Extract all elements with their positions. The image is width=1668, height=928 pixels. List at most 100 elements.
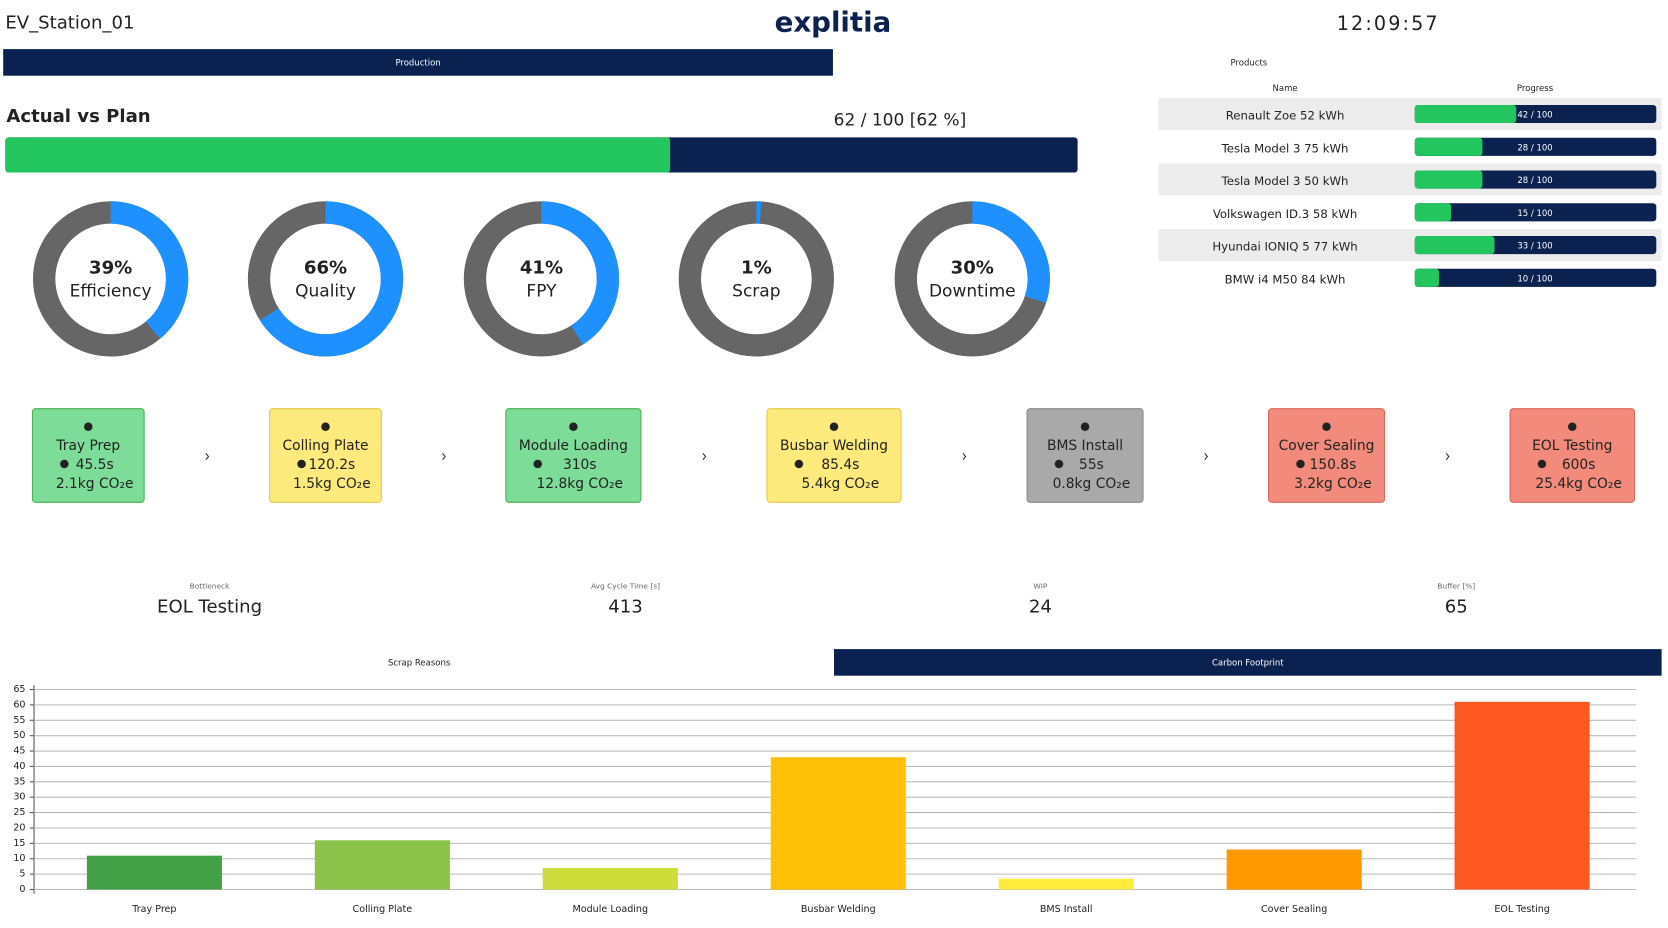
bar (314, 840, 450, 890)
y-tick-label: 55 (13, 715, 25, 726)
bar (542, 867, 678, 890)
x-tick-label: Cover Sealing (1261, 904, 1327, 915)
station-time: 120.2s (309, 457, 356, 473)
y-tick-label: 20 (13, 822, 25, 833)
station-co2: 1.5kg CO₂e (293, 476, 371, 492)
y-tick-label: 50 (13, 730, 25, 741)
gauge-value: 66% (304, 257, 347, 278)
time-icon (794, 459, 804, 469)
clock: 12:09:57 (1337, 12, 1440, 35)
gauge-arc (678, 201, 834, 357)
gauge-track (678, 201, 834, 357)
y-tick-label: 65 (13, 684, 25, 695)
station-time: 55s (1079, 457, 1104, 473)
gauge-name: Scrap (732, 282, 780, 302)
station-box (1268, 408, 1386, 503)
station-co2: 25.4kg CO₂e (1535, 476, 1621, 492)
progress-label: 62 / 100 [62 %] (834, 110, 967, 130)
station-icon (1080, 422, 1090, 432)
flow-arrow (442, 453, 446, 461)
progress-fill (1414, 236, 1495, 255)
product-name: Volkswagen ID.3 58 kWh (1213, 207, 1357, 221)
station-icon (829, 422, 839, 432)
kpi-value: EOL Testing (157, 597, 262, 618)
progress-track (1414, 203, 1657, 222)
y-tick-label: 60 (13, 699, 25, 710)
progress-label: 10 / 100 (1517, 274, 1552, 284)
product-name: Tesla Model 3 75 kWh (1221, 141, 1349, 155)
x-tick-label: Busbar Welding (801, 904, 876, 915)
station-icon (569, 422, 578, 432)
column-header: Progress (1517, 84, 1554, 94)
gauge-arc (247, 201, 404, 357)
kpi-value: 24 (1029, 597, 1052, 618)
gauge-name: Downtime (929, 282, 1016, 302)
progress-label: 15 / 100 (1517, 209, 1552, 219)
progress-track (1414, 268, 1657, 287)
station-time: 600s (1562, 457, 1596, 473)
gauge-name: Quality (295, 282, 356, 302)
x-tick-label: BMS Install (1040, 904, 1093, 915)
tab-label: Production (395, 58, 440, 68)
product-name: BMW i4 M50 84 kWh (1225, 272, 1346, 286)
tab-active[interactable] (834, 649, 1662, 676)
y-tick-label: 25 (13, 807, 25, 818)
progress-label: 28 / 100 (1517, 143, 1552, 153)
products-title: Products (1231, 58, 1268, 68)
x-tick-label: Tray Prep (131, 904, 176, 915)
progress-fill (1414, 203, 1452, 222)
x-tick-label: Module Loading (573, 904, 649, 915)
progress-fill (1414, 268, 1439, 287)
time-icon (297, 459, 306, 469)
station-time: 150.8s (1310, 457, 1357, 473)
station-box (505, 408, 642, 503)
y-tick-label: 5 (19, 869, 25, 880)
y-tick-label: 45 (13, 746, 25, 757)
station-name: Colling Plate (282, 438, 368, 454)
station-time: 310s (563, 457, 597, 473)
station-co2: 5.4kg CO₂e (802, 476, 880, 492)
station-time: 45.5s (76, 457, 114, 473)
kpi-value: 413 (608, 597, 643, 618)
station-box (766, 408, 902, 503)
progress-label: 28 / 100 (1517, 176, 1552, 186)
gauge-arc (32, 201, 189, 357)
station-co2: 12.8kg CO₂e (537, 476, 623, 492)
station-icon (1568, 422, 1577, 432)
progress-label: 33 / 100 (1517, 242, 1552, 252)
bar (770, 757, 906, 890)
station-co2: 3.2kg CO₂e (1294, 476, 1372, 492)
time-icon (1296, 459, 1305, 469)
station-co2: 2.1kg CO₂e (56, 476, 134, 492)
station-name: Tray Prep (55, 438, 120, 454)
station-box (1509, 408, 1636, 503)
gauge-value: 1% (741, 257, 772, 278)
bar (1226, 849, 1362, 890)
station-name: EV_Station_01 (5, 13, 134, 34)
time-icon (1054, 459, 1064, 469)
product-name: Tesla Model 3 50 kWh (1221, 174, 1349, 188)
station-name: Module Loading (519, 438, 628, 454)
kpi-label: Avg Cycle Time [s] (591, 581, 660, 590)
tab-active[interactable] (3, 49, 833, 76)
section-title: Actual vs Plan (6, 106, 150, 127)
station-icon (321, 422, 330, 432)
station-name: EOL Testing (1532, 438, 1612, 454)
gauge-name: Efficiency (70, 282, 152, 302)
tab-label[interactable]: Scrap Reasons (388, 658, 451, 668)
column-header: Name (1273, 84, 1298, 94)
flow-arrow (962, 453, 967, 461)
station-box (1026, 408, 1144, 503)
time-icon (1537, 459, 1547, 469)
flow-arrow (1204, 453, 1209, 461)
time-icon (60, 459, 69, 469)
gauge-arc (463, 201, 620, 357)
bar (86, 855, 222, 890)
bar (1454, 701, 1590, 890)
gauge-value: 39% (89, 257, 132, 278)
gauge-name: FPY (526, 282, 557, 302)
progress-label: 42 / 100 (1517, 111, 1552, 121)
product-name: Renault Zoe 52 kWh (1226, 109, 1345, 123)
